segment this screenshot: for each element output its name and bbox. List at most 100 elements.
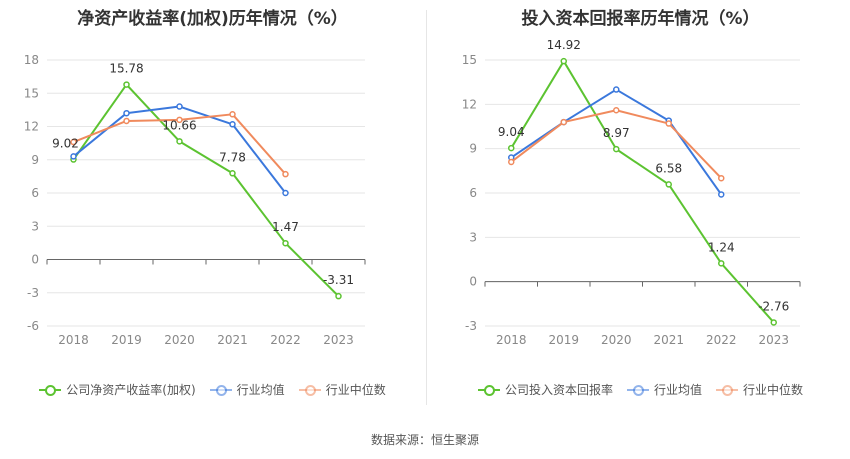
y-tick-label: 9 [31,153,39,167]
data-point[interactable] [613,86,620,93]
series-line [510,60,775,324]
legend-item[interactable]: 行业中位数 [298,381,386,398]
y-tick-label: 3 [469,230,477,244]
data-point[interactable] [282,189,289,197]
legend-item[interactable]: 行业均值 [209,381,285,398]
chart-title: 投入资本回报率历年情况（%） [521,9,760,29]
data-label: -3.31 [323,273,354,287]
data-point[interactable] [229,121,236,128]
y-tick-label: -3 [27,286,39,300]
data-point[interactable] [123,117,130,125]
chart-legend: 公司投入资本回报率 行业均值 行业中位数 [428,381,850,398]
data-source: 数据来源：恒生聚源 [370,433,479,447]
data-point[interactable] [665,120,672,127]
data-point[interactable] [560,118,567,126]
legend-marker-icon [39,384,62,396]
data-point[interactable] [718,191,725,198]
data-label: 9.04 [498,125,525,139]
roe-chart-panel: 净资产收益率(加权)历年情况（%） -6 -3 0 3 6 9 12 15 18 2018 2019… [0,0,425,420]
legend-label: 行业均值 [236,383,285,397]
data-point[interactable] [123,81,130,88]
data-point[interactable] [229,170,236,177]
data-point[interactable] [176,138,183,145]
legend-label: 行业中位数 [743,383,804,397]
x-tick-label: 2019 [548,333,579,347]
data-label: 14.92 [547,38,581,52]
y-tick-label: 6 [469,186,477,200]
legend-marker-icon [298,384,321,396]
legend-label: 公司投入资本回报率 [504,383,613,397]
y-tick-label: 18 [24,53,39,67]
data-point[interactable] [508,144,515,152]
data-label: 1.24 [708,240,735,254]
x-tick-label: 2020 [164,333,195,347]
data-label: 9.02 [52,137,79,151]
data-point[interactable] [70,153,77,160]
data-point[interactable] [229,111,236,118]
legend-item[interactable]: 公司投入资本回报率 [477,381,613,398]
data-point[interactable] [335,292,342,300]
data-point[interactable] [123,109,130,117]
x-tick-label: 2023 [323,333,354,347]
y-tick-label: 15 [24,86,39,100]
y-tick-label: 12 [462,97,477,111]
x-tick-label: 2019 [111,333,142,347]
legend-label: 行业中位数 [325,383,386,397]
data-label: -2.76 [758,299,789,313]
data-label: 15.78 [109,62,143,76]
roe-line-chart: -6 -3 0 3 6 9 12 15 18 2018 2019 2020 2021 2022 2023 9.… [24,53,366,347]
y-tick-label: 6 [31,186,39,200]
y-tick-label: 12 [24,120,39,134]
y-tick-label: -3 [465,319,477,333]
data-point[interactable] [176,116,183,124]
x-tick-label: 2023 [758,333,789,347]
legend-marker-icon [209,384,232,396]
chart-legend: 公司净资产收益率(加权) 行业均值 行业中位数 [0,381,425,398]
series-line [72,83,340,297]
legend-label: 公司净资产收益率(加权) [66,383,196,397]
data-point[interactable] [282,239,289,247]
legend-marker-icon [716,384,738,396]
data-point[interactable] [718,174,725,182]
x-tick-label: 2018 [58,333,89,347]
x-tick-label: 2021 [217,333,248,347]
data-point[interactable] [613,145,620,153]
data-point[interactable] [665,181,672,188]
x-tick-label: 2018 [496,333,527,347]
roic-chart-panel: 投入资本回报率历年情况（%） -3 0 3 6 9 12 15 2018 2019 2020 202… [428,0,850,420]
data-label: 1.47 [272,220,299,234]
data-label: 7.78 [219,150,246,164]
legend-label: 行业均值 [653,383,702,397]
y-tick-label: 3 [31,219,39,233]
y-tick-label: -6 [27,319,39,333]
y-tick-label: 0 [469,275,477,289]
data-point[interactable] [70,138,77,146]
data-label: 8.97 [603,126,630,140]
legend-marker-icon [477,384,500,396]
x-tick-label: 2021 [653,333,684,347]
data-point[interactable] [282,170,289,178]
data-point[interactable] [770,319,777,326]
series-line [510,88,723,196]
data-point[interactable] [508,158,515,166]
legend-item[interactable]: 行业均值 [626,381,702,398]
y-tick-label: 9 [469,142,477,156]
data-point[interactable] [718,260,725,267]
roic-line-chart: -3 0 3 6 9 12 15 2018 2019 2020 2021 2022 2023 9.04 14… [462,38,801,347]
data-point[interactable] [560,57,567,65]
x-tick-label: 2022 [270,333,301,347]
panel-divider [426,10,427,405]
legend-item[interactable]: 行业中位数 [716,381,803,398]
chart-title: 净资产收益率(加权)历年情况（%） [77,9,348,29]
x-tick-label: 2022 [706,333,737,347]
x-tick-label: 2020 [601,333,632,347]
series-line [510,109,722,179]
legend-marker-icon [626,384,649,396]
data-label: 6.58 [655,161,682,175]
data-point[interactable] [613,106,620,114]
data-label: 10.66 [162,118,196,132]
y-tick-label: 0 [31,253,39,267]
data-point[interactable] [176,103,183,110]
legend-item[interactable]: 公司净资产收益率(加权) [39,381,196,398]
y-tick-label: 15 [462,53,477,67]
